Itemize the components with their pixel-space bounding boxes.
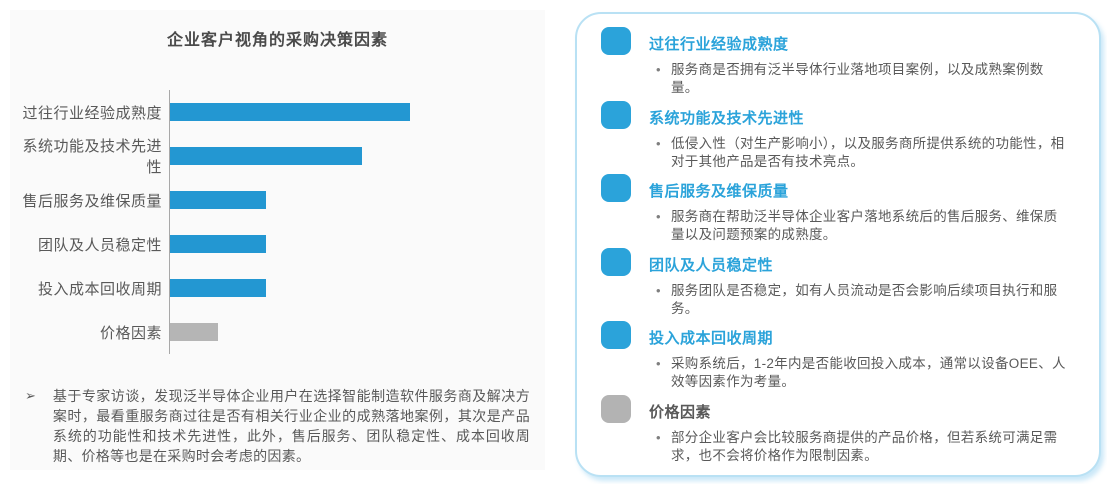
bar-row: 价格因素 (10, 310, 545, 354)
rounded-square-icon (601, 27, 631, 55)
factor-item: 过往行业经验成熟度 • 服务商是否拥有泛半导体行业落地项目案例，以及成熟案例数量。 (601, 27, 1071, 97)
bar-track (169, 310, 545, 354)
factor-item-body: 投入成本回收周期 • 采购系统后，1-2年内是否能收回投入成本，通常以设备OEE、人… (649, 321, 1071, 391)
expert-note: ➢ 基于专家访谈，发现泛半导体企业用户在选择智能制造软件服务商及解决方案时，最看… (25, 386, 530, 466)
bar-track (169, 266, 545, 310)
factor-item-bullet: • 低侵入性（对生产影响小），以及服务商所提供系统的功能性，相对于其他产品是否有技… (656, 135, 1071, 171)
factor-item-bullet-text: 低侵入性（对生产影响小），以及服务商所提供系统的功能性，相对于其他产品是否有技术… (671, 135, 1065, 169)
rounded-square-icon (601, 321, 631, 350)
bar (170, 103, 410, 121)
arrow-bullet-icon: ➢ (25, 388, 36, 403)
bar-row: 投入成本回收周期 (10, 266, 545, 310)
rounded-square-icon (601, 100, 631, 129)
bar-track (169, 134, 545, 178)
factor-item: 售后服务及维保质量 • 服务商在帮助泛半导体企业客户落地系统后的售后服务、维保质量以… (601, 174, 1071, 244)
expert-note-text: 基于专家访谈，发现泛半导体企业用户在选择智能制造软件服务商及解决方案时，最看重服… (52, 388, 530, 464)
bar-row: 系统功能及技术先进性 (10, 134, 545, 178)
bullet-dot-icon: • (656, 135, 661, 151)
chart-card: 企业客户视角的采购决策因素 过往行业经验成熟度系统功能及技术先进性售后服务及维保… (10, 10, 545, 470)
factor-item: 价格因素 • 部分企业客户会比较服务商提供的产品价格，但若系统可满足需求，也不会将价… (601, 394, 1071, 465)
bullet-dot-icon: • (656, 209, 661, 225)
factor-item-body: 团队及人员稳定性 • 服务团队是否稳定，如有人员流动是否会影响后续项目执行和服务。 (649, 248, 1071, 318)
bar-chart: 过往行业经验成熟度系统功能及技术先进性售后服务及维保质量团队及人员稳定性 投入成本… (10, 90, 545, 354)
chart-title: 企业客户视角的采购决策因素 (166, 32, 388, 49)
factor-item-bullet-text: 采购系统后，1-2年内是否能收回投入成本，通常以设备OEE、人效等因素作为考量。 (671, 356, 1066, 390)
factor-item-bullet: • 部分企业客户会比较服务商提供的产品价格，但若系统可满足需求，也不会将价格作为限… (656, 429, 1071, 465)
bar-category-label: 系统功能及技术先进性 (22, 138, 162, 176)
rounded-square-icon (601, 247, 631, 276)
bullet-dot-icon: • (656, 356, 661, 372)
bar (170, 323, 218, 341)
rounded-square-icon (601, 174, 631, 203)
factor-item-body: 系统功能及技术先进性 • 低侵入性（对生产影响小），以及服务商所提供系统的功能性，相… (649, 101, 1071, 171)
bullet-dot-icon: • (656, 282, 661, 298)
factor-item-title: 过往行业经验成熟度 (649, 36, 789, 53)
bar-category-label: 售后服务及维保质量 (22, 192, 162, 210)
factor-item-title: 团队及人员稳定性 (649, 256, 774, 274)
bar-row: 过往行业经验成熟度 (10, 90, 545, 134)
factor-item-bullet-text: 服务团队是否稳定，如有人员流动是否会影响后续项目执行和服务。 (671, 282, 1058, 316)
factor-item-body: 过往行业经验成熟度 • 服务商是否拥有泛半导体行业落地项目案例，以及成熟案例数量。 (649, 27, 1071, 97)
bar-category-label: 价格因素 (99, 324, 162, 342)
factor-item-bullet: • 服务商在帮助泛半导体企业客户落地系统后的售后服务、维保质量以及问题预案的成熟度… (656, 208, 1071, 244)
factor-item-bullet: • 采购系统后，1-2年内是否能收回投入成本，通常以设备OEE、人效等因素作为考量… (656, 355, 1071, 391)
bar-chart-rows: 过往行业经验成熟度系统功能及技术先进性售后服务及维保质量团队及人员稳定性 投入成本… (10, 90, 545, 354)
bar (170, 235, 266, 253)
factor-item: 系统功能及技术先进性 • 低侵入性（对生产影响小），以及服务商所提供系统的功能性，相… (601, 100, 1071, 171)
bar-row: 团队及人员稳定性 (10, 222, 545, 266)
factor-detail-panel: 过往行业经验成熟度 • 服务商是否拥有泛半导体行业落地项目案例，以及成熟案例数量。系… (575, 12, 1101, 477)
bar-category-label: 过往行业经验成熟度 (22, 104, 162, 122)
bar (170, 147, 362, 165)
factor-item-title: 价格因素 (649, 403, 712, 421)
bar-row: 售后服务及维保质量 (10, 178, 545, 222)
bar (170, 191, 266, 209)
factor-item-bullet-text: 部分企业客户会比较服务商提供的产品价格，但若系统可满足需求，也不会将价格作为限制… (671, 429, 1058, 463)
factor-item-bullet-text: 服务商在帮助泛半导体企业客户落地系统后的售后服务、维保质量以及问题预案的成熟度。 (671, 209, 1058, 243)
factor-item-bullet: • 服务团队是否稳定，如有人员流动是否会影响后续项目执行和服务。 (656, 282, 1071, 318)
bar-category-label: 团队及人员稳定性 (37, 236, 162, 254)
factor-item-title: 系统功能及技术先进性 (649, 109, 805, 127)
factor-item-title: 售后服务及维保质量 (649, 183, 789, 201)
bar (170, 279, 266, 297)
factor-item-body: 价格因素 • 部分企业客户会比较服务商提供的产品价格，但若系统可满足需求，也不会将价… (649, 395, 1071, 465)
factor-item-body: 售后服务及维保质量 • 服务商在帮助泛半导体企业客户落地系统后的售后服务、维保质量以… (649, 174, 1071, 244)
bar-category-label: 投入成本回收周期 (37, 280, 162, 298)
rounded-square-icon (601, 394, 631, 423)
factor-item: 投入成本回收周期 • 采购系统后，1-2年内是否能收回投入成本，通常以设备OEE、人… (601, 321, 1071, 391)
bar-track (169, 90, 545, 134)
bar-track (169, 178, 545, 222)
factor-item-bullet: • 服务商是否拥有泛半导体行业落地项目案例，以及成熟案例数量。 (656, 61, 1071, 97)
factor-item-bullet-text: 服务商是否拥有泛半导体行业落地项目案例，以及成熟案例数量。 (671, 62, 1044, 95)
bullet-dot-icon: • (656, 62, 661, 77)
bar-track (169, 222, 545, 266)
factor-item-title: 投入成本回收周期 (649, 330, 774, 348)
bullet-dot-icon: • (656, 429, 661, 445)
factor-item: 团队及人员稳定性 • 服务团队是否稳定，如有人员流动是否会影响后续项目执行和服务。 (601, 247, 1071, 318)
